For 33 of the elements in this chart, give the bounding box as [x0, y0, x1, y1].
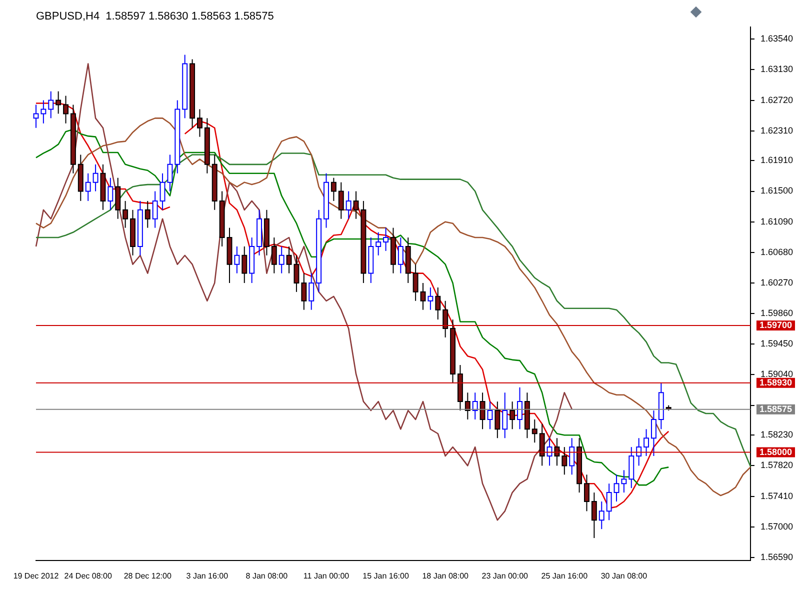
y-tick-label: 1.61910: [760, 155, 794, 166]
y-tick-label: 1.60270: [760, 277, 794, 288]
y-tick-label: 1.61090: [760, 216, 794, 226]
ref-line-label: 1.58575: [759, 404, 792, 414]
y-tick-label: 1.59860: [760, 308, 794, 318]
y-tick-label: 1.59450: [760, 338, 794, 349]
y-tick-label: 1.63540: [760, 34, 794, 44]
ref-line-label: 1.58000: [759, 446, 792, 457]
x-tick-label: 19 Dec 2012: [13, 571, 60, 580]
ref-line-label: 1.58930: [759, 377, 792, 388]
y-tick-label: 1.58230: [760, 430, 794, 440]
x-tick-label: 15 Jan 16:00: [362, 571, 410, 580]
x-tick-label: 8 Jan 08:00: [246, 571, 288, 580]
x-tick-label: 11 Jan 00:00: [303, 571, 350, 580]
y-tick-label: 1.61500: [760, 186, 794, 196]
y-tick-label: 1.62310: [760, 125, 794, 136]
x-tick-label: 28 Dec 12:00: [124, 571, 172, 580]
y-tick-label: 1.59040: [760, 369, 794, 380]
x-tick-label: 3 Jan 16:00: [186, 571, 229, 580]
y-tick-label: 1.56590: [760, 552, 794, 562]
x-tick-label: 30 Jan 08:00: [600, 571, 648, 580]
x-tick-label: 24 Dec 08:00: [64, 571, 112, 580]
x-tick-label: 23 Jan 00:00: [482, 571, 529, 580]
y-tick-label: 1.62720: [760, 94, 794, 105]
y-tick-label: 1.57000: [760, 521, 794, 532]
ref-line-label: 1.59700: [759, 320, 792, 330]
x-tick-label: 18 Jan 08:00: [422, 571, 470, 580]
y-tick-label: 1.57410: [760, 490, 794, 501]
y-tick-label: 1.57820: [760, 460, 794, 470]
chart-title: GBPUSD,H4 1.58597 1.58630 1.58563 1.58575: [36, 10, 274, 23]
x-tick-label: 25 Jan 16:00: [541, 571, 588, 580]
y-tick-label: 1.60680: [760, 246, 794, 257]
y-tick-label: 1.63130: [760, 64, 794, 74]
